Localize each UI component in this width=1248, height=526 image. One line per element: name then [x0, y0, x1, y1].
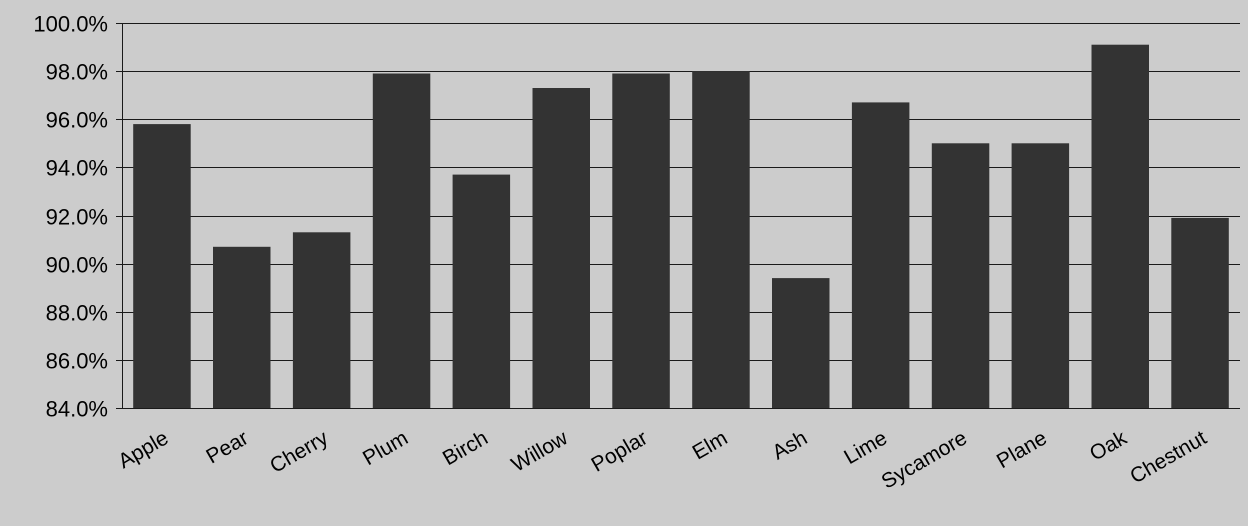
y-tick-label: 86.0% [46, 349, 108, 374]
bar-ash [772, 278, 830, 408]
bar-poplar [612, 73, 670, 408]
y-tick-label: 98.0% [46, 60, 108, 85]
x-category-label: Sycamore [878, 426, 971, 493]
bar-willow [532, 88, 590, 408]
y-tick-label: 92.0% [46, 205, 108, 230]
bar-plum [372, 73, 431, 408]
x-category-label: Ash [768, 426, 811, 464]
bar-lime [851, 102, 910, 409]
x-category-label: Lime [840, 426, 891, 469]
x-category-label: Apple [114, 426, 172, 473]
y-tick-labels: 84.0% 86.0% 88.0% 90.0% 92.0% 94.0% 96.0% 98.0%… [33, 12, 108, 422]
y-tick-label: 94.0% [46, 156, 108, 181]
bar-chestnut [1171, 217, 1229, 408]
x-category-label: Chestnut [1126, 426, 1210, 488]
bar-sycamore [931, 143, 990, 409]
bar-cherry [292, 232, 351, 408]
bar-pear [213, 246, 271, 408]
x-category-label: Cherry [266, 426, 333, 478]
x-category-label: Willow [508, 426, 573, 477]
x-category-label: Birch [439, 426, 492, 470]
x-category-labels: Apple Pear Cherry Plum Birch Willow Poplar Elm A… [114, 426, 1210, 494]
bar-elm [692, 71, 750, 408]
y-tick-label: 100.0% [33, 12, 108, 37]
x-category-label: Elm [689, 426, 732, 464]
x-category-label: Pear [202, 426, 252, 468]
y-tick-label: 96.0% [46, 108, 108, 133]
bars [133, 44, 1229, 409]
x-category-label: Plum [359, 426, 412, 470]
x-category-label: Poplar [588, 426, 652, 476]
axes [116, 23, 1240, 409]
bar-plane [1011, 143, 1070, 409]
x-category-label: Oak [1086, 426, 1131, 465]
bar-birch [452, 174, 511, 408]
y-tick-label: 84.0% [46, 397, 108, 422]
x-category-label: Plane [993, 426, 1051, 473]
y-tick-label: 88.0% [46, 301, 108, 326]
y-tick-label: 90.0% [46, 253, 108, 278]
gridlines [122, 23, 1240, 361]
bar-apple [133, 124, 191, 408]
bar-oak [1091, 44, 1149, 408]
